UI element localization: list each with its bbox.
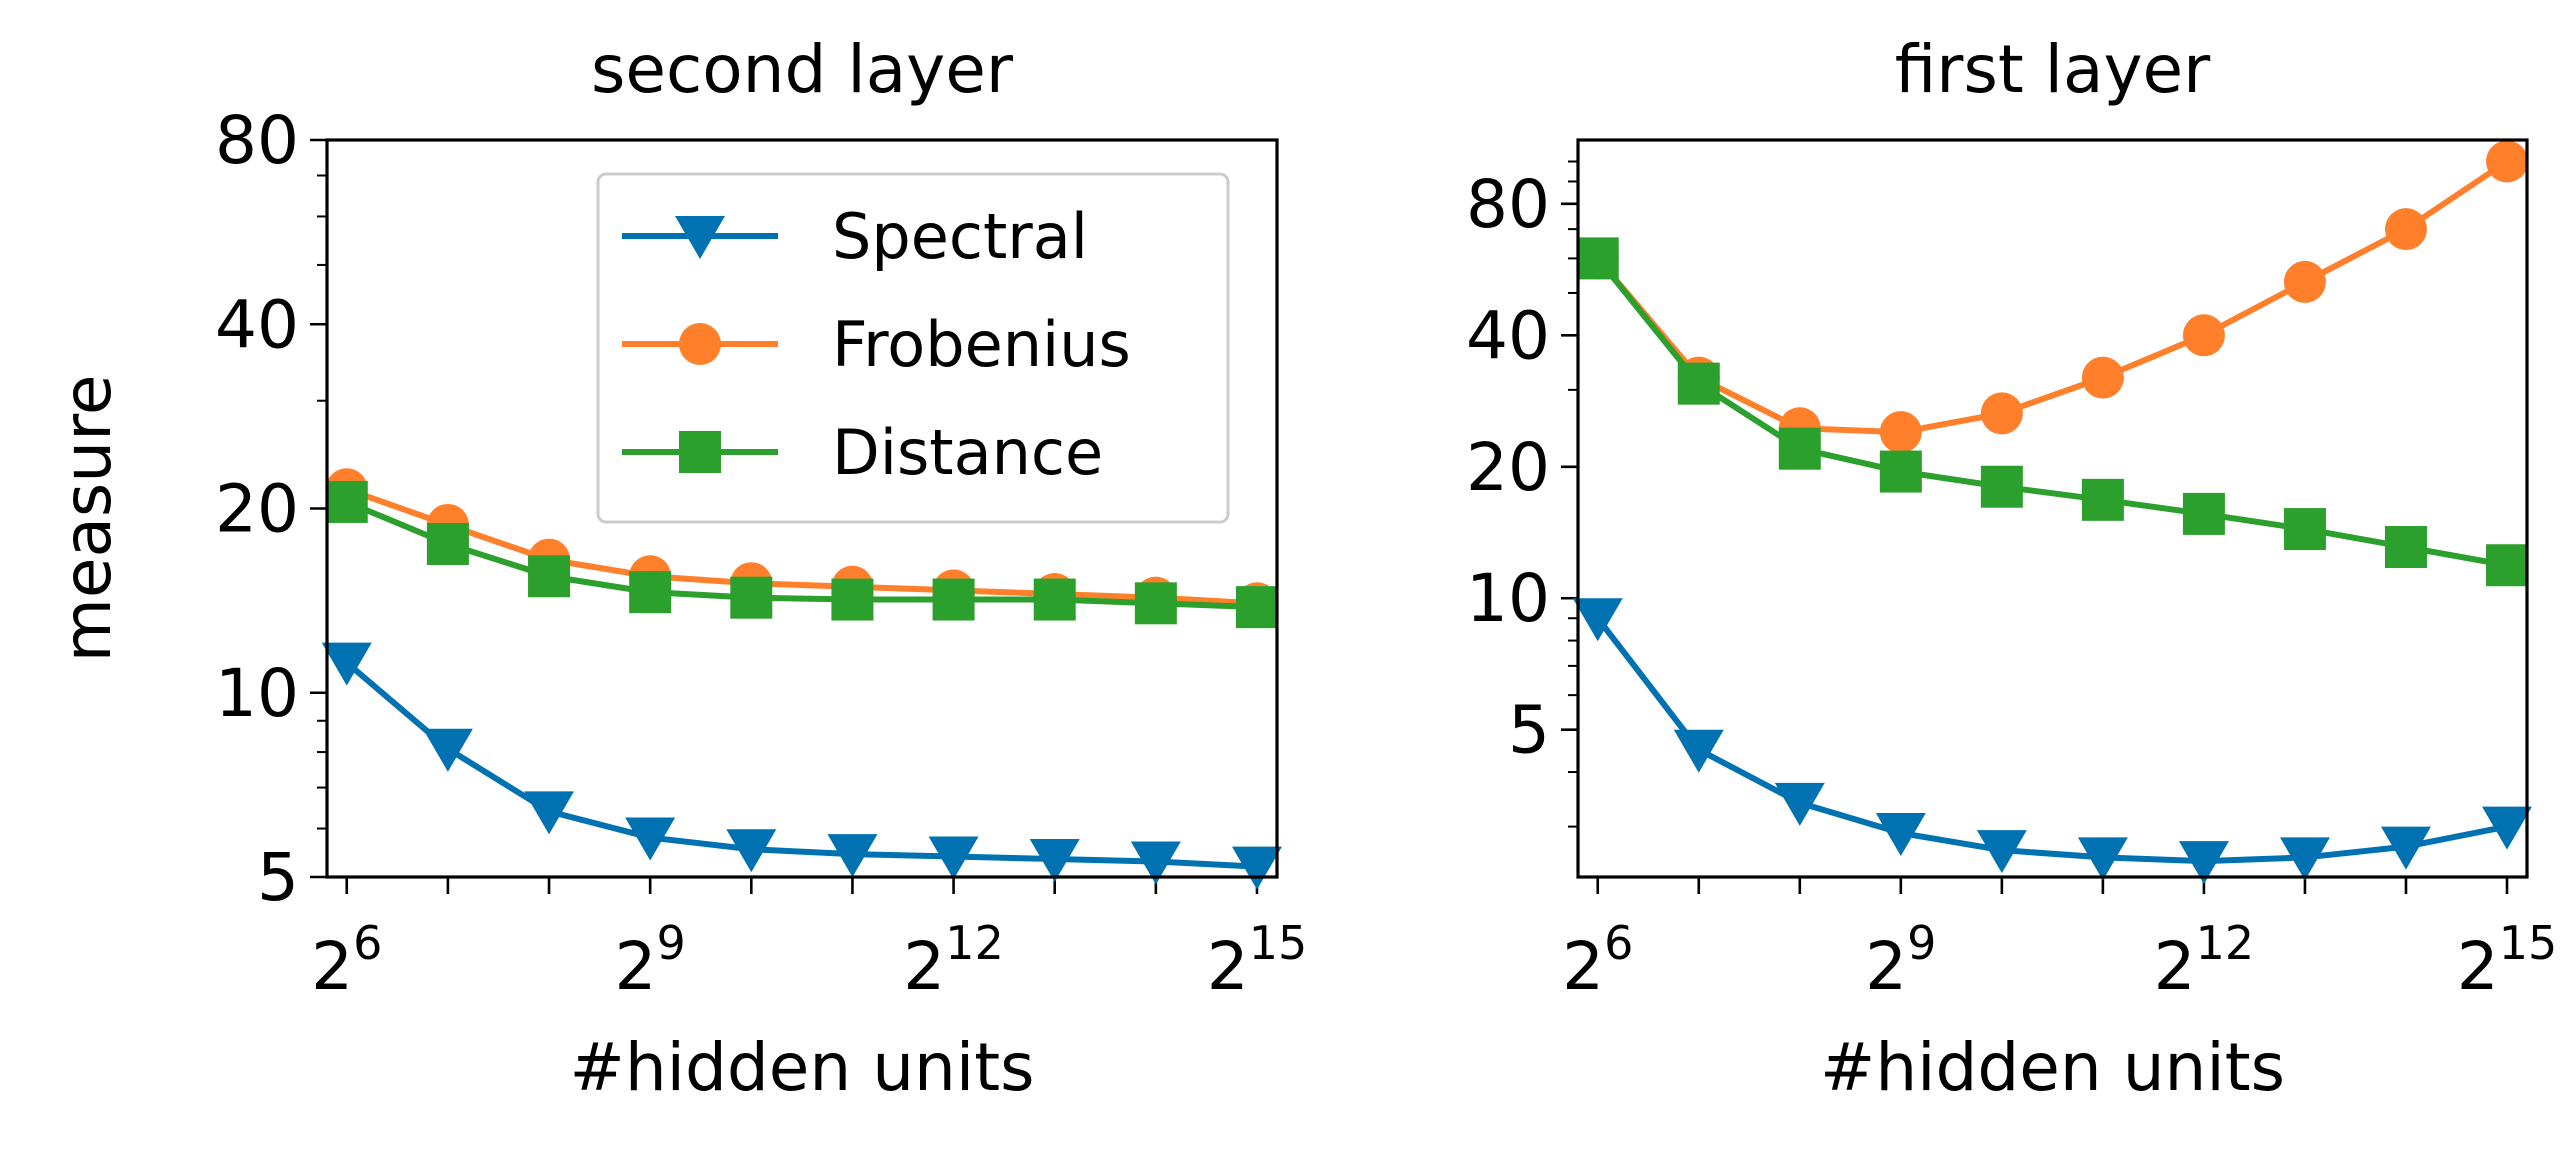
- y-tick-label: 5: [1508, 692, 1550, 769]
- x-tick-label: 212: [903, 916, 1004, 1005]
- data-point: [831, 578, 874, 621]
- chart-panel-first-layer: first layer #hidden units 5 10 20 40 80 26 29 212…: [1466, 31, 2557, 1106]
- y-tick-label: 40: [1466, 297, 1550, 374]
- y-tick-label: 20: [215, 471, 299, 548]
- series-line: [1595, 159, 2509, 436]
- data-point: [2077, 837, 2128, 881]
- x-axis-label: #hidden units: [1820, 1029, 2285, 1106]
- data-point: [2380, 826, 2431, 870]
- data-point: [2178, 841, 2229, 885]
- data-point: [1980, 465, 2023, 508]
- data-point: [629, 571, 672, 614]
- plot-area-frame: [1576, 138, 2529, 879]
- data-point: [1033, 578, 1076, 621]
- series-distance: [325, 480, 1278, 629]
- data-point: [1879, 411, 1922, 454]
- data-point: [1677, 362, 1720, 405]
- data-point: [730, 576, 773, 619]
- y-tick-label: 10: [215, 655, 299, 732]
- series-frobenius: [1576, 140, 2529, 454]
- data-point: [2279, 837, 2330, 881]
- series-spectral: [1572, 598, 2533, 885]
- chart-title: second layer: [591, 31, 1014, 108]
- legend: Spectral Frobenius Distance: [596, 172, 1230, 524]
- x-tick-label: 212: [2154, 916, 2255, 1005]
- data-point: [1231, 846, 1282, 890]
- data-point: [2482, 806, 2533, 850]
- data-point: [1673, 729, 1724, 773]
- x-tick-label: 215: [1207, 916, 1308, 1005]
- data-point: [1778, 427, 1821, 470]
- data-point: [827, 834, 878, 878]
- legend-box: [596, 172, 1230, 524]
- data-point: [2384, 208, 2427, 251]
- data-point: [2486, 544, 2529, 587]
- legend-label: Distance: [832, 416, 1103, 489]
- x-axis-label: #hidden units: [570, 1029, 1035, 1106]
- data-point: [2283, 508, 2326, 551]
- data-point: [1976, 830, 2027, 874]
- data-point: [528, 555, 571, 598]
- data-point: [2283, 260, 2326, 303]
- legend-label: Frobenius: [832, 308, 1131, 381]
- y-tick-label: 80: [1466, 166, 1550, 243]
- data-point: [422, 728, 473, 772]
- x-tick-label: 215: [2457, 916, 2558, 1005]
- series-spectral: [321, 642, 1282, 890]
- data-point: [1774, 782, 1825, 826]
- legend-marker: [679, 431, 721, 473]
- series-line: [1595, 616, 2508, 865]
- series-line: [345, 499, 1258, 611]
- data-point: [321, 642, 372, 686]
- data-point: [2182, 314, 2225, 357]
- data-point: [524, 791, 575, 835]
- legend-label: Spectral: [832, 200, 1088, 273]
- y-tick-label: 20: [1466, 429, 1550, 506]
- x-tick-label: 26: [1562, 916, 1633, 1005]
- data-point: [1235, 586, 1278, 629]
- x-tick-label: 29: [1865, 916, 1936, 1005]
- chart-title: first layer: [1895, 31, 2211, 108]
- data-point: [1130, 841, 1181, 885]
- legend-marker: [679, 323, 721, 365]
- y-tick-label: 40: [215, 286, 299, 363]
- chart-panel-second-layer: second layer #hidden units measure 5 10 20 40 8…: [49, 31, 1307, 1106]
- data-point: [1875, 813, 1926, 857]
- legend-marker: [675, 216, 725, 259]
- data-point: [2182, 492, 2225, 535]
- y-tick-label: 5: [257, 839, 299, 916]
- data-point: [726, 829, 777, 873]
- data-point: [932, 578, 975, 621]
- series-line: [345, 486, 1258, 607]
- series-line: [1595, 256, 2508, 569]
- data-point: [2486, 140, 2529, 183]
- x-tick-label: 26: [311, 916, 382, 1005]
- data-point: [928, 836, 979, 880]
- series-distance: [1576, 237, 2529, 587]
- data-point: [2384, 526, 2427, 569]
- data-point: [426, 522, 469, 565]
- y-tick-label: 80: [215, 102, 299, 179]
- data-point: [1879, 450, 1922, 493]
- series-line: [344, 660, 1258, 870]
- data-point: [1029, 839, 1080, 883]
- data-point: [1576, 237, 1619, 280]
- y-tick-label: 10: [1466, 560, 1550, 637]
- plot-area-frame: [325, 138, 1279, 879]
- data-point: [625, 817, 676, 861]
- data-point: [1980, 392, 2023, 435]
- data-point: [2081, 356, 2124, 399]
- data-point: [1134, 582, 1177, 625]
- data-point: [325, 480, 368, 523]
- data-point: [2081, 478, 2124, 521]
- data-point: [1572, 598, 1623, 642]
- y-axis-label: measure: [49, 375, 126, 663]
- x-tick-label: 29: [615, 916, 686, 1005]
